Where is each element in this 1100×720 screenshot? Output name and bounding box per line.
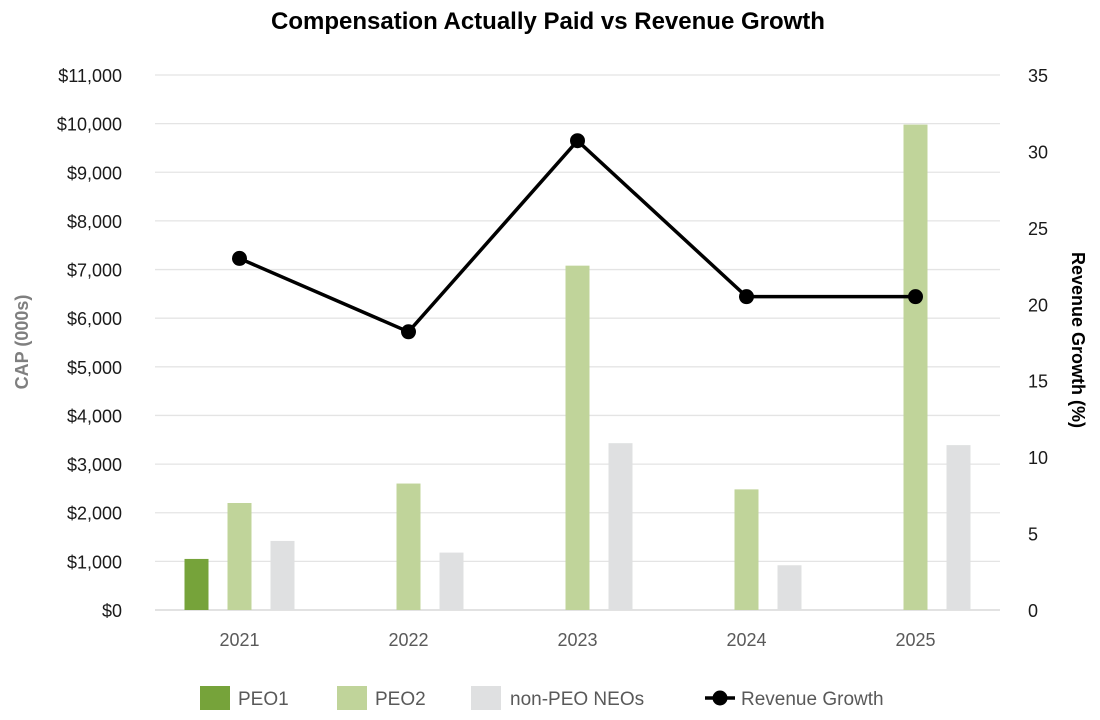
- y-tick-label: $2,000: [67, 504, 122, 524]
- bar-non-peo-neos: [270, 540, 295, 610]
- x-tick-label: 2023: [557, 630, 597, 650]
- bar-non-peo-neos: [608, 443, 633, 610]
- legend-swatch: [200, 686, 230, 710]
- y2-tick-label: 35: [1028, 66, 1048, 86]
- y-tick-label: $9,000: [67, 163, 122, 183]
- chart-title: Compensation Actually Paid vs Revenue Gr…: [271, 8, 825, 35]
- left-axis-ticks: $0 $1,000 $2,000 $3,000 $4,000 $5,000 $6,000 $7…: [57, 66, 122, 621]
- x-tick-label: 2025: [895, 630, 935, 650]
- revenue-growth-point: [570, 133, 585, 149]
- bar-peo2: [396, 483, 421, 610]
- y-tick-label: $6,000: [67, 309, 122, 329]
- revenue-growth-point: [232, 250, 247, 266]
- x-axis-ticks: 2021 2022 2023 2024 2025: [219, 630, 935, 650]
- x-tick-label: 2022: [388, 630, 428, 650]
- x-tick-label: 2024: [726, 630, 766, 650]
- x-tick-label: 2021: [219, 630, 259, 650]
- bar-peo1: [184, 558, 209, 610]
- legend-label: PEO2: [375, 689, 426, 710]
- y-tick-label: $5,000: [67, 358, 122, 378]
- revenue-growth-point: [401, 324, 416, 340]
- legend: PEO1 PEO2 non-PEO NEOs Revenue Growth: [200, 686, 884, 710]
- bar-peo2: [565, 265, 590, 610]
- y2-tick-label: 30: [1028, 142, 1048, 162]
- legend-label: PEO1: [238, 689, 289, 710]
- bars: [184, 124, 971, 610]
- y-tick-label: $0: [102, 601, 122, 621]
- legend-label: Revenue Growth: [741, 689, 884, 710]
- legend-swatch: [471, 686, 501, 710]
- bar-peo2: [734, 489, 759, 610]
- y2-tick-label: 20: [1028, 295, 1048, 315]
- legend-marker: [712, 690, 728, 706]
- y2-tick-label: 10: [1028, 448, 1048, 468]
- y2-tick-label: 5: [1028, 525, 1038, 545]
- revenue-growth-point: [739, 289, 754, 305]
- bar-non-peo-neos: [777, 565, 802, 610]
- bar-peo2: [903, 124, 928, 610]
- y2-tick-label: 25: [1028, 219, 1048, 239]
- y-tick-label: $11,000: [58, 66, 122, 86]
- y2-tick-label: 15: [1028, 372, 1048, 392]
- y2-tick-label: 0: [1028, 601, 1038, 621]
- right-axis-label: Revenue Growth (%): [1068, 252, 1088, 428]
- left-axis-label: CAP (000s): [12, 295, 32, 390]
- revenue-growth-point: [908, 289, 923, 305]
- y-tick-label: $3,000: [67, 455, 122, 475]
- y-tick-label: $1,000: [67, 552, 122, 572]
- bar-non-peo-neos: [439, 552, 464, 610]
- bar-non-peo-neos: [946, 445, 971, 610]
- bar-peo2: [227, 503, 252, 610]
- legend-label: non-PEO NEOs: [510, 689, 644, 710]
- legend-swatch: [337, 686, 367, 710]
- y-tick-label: $8,000: [67, 212, 122, 232]
- y-tick-label: $7,000: [67, 261, 122, 281]
- right-axis-ticks: 0 5 10 15 20 25 30 35: [1028, 66, 1048, 621]
- revenue-growth-line: [232, 133, 923, 340]
- y-tick-label: $10,000: [57, 115, 122, 135]
- y-tick-label: $4,000: [67, 406, 122, 426]
